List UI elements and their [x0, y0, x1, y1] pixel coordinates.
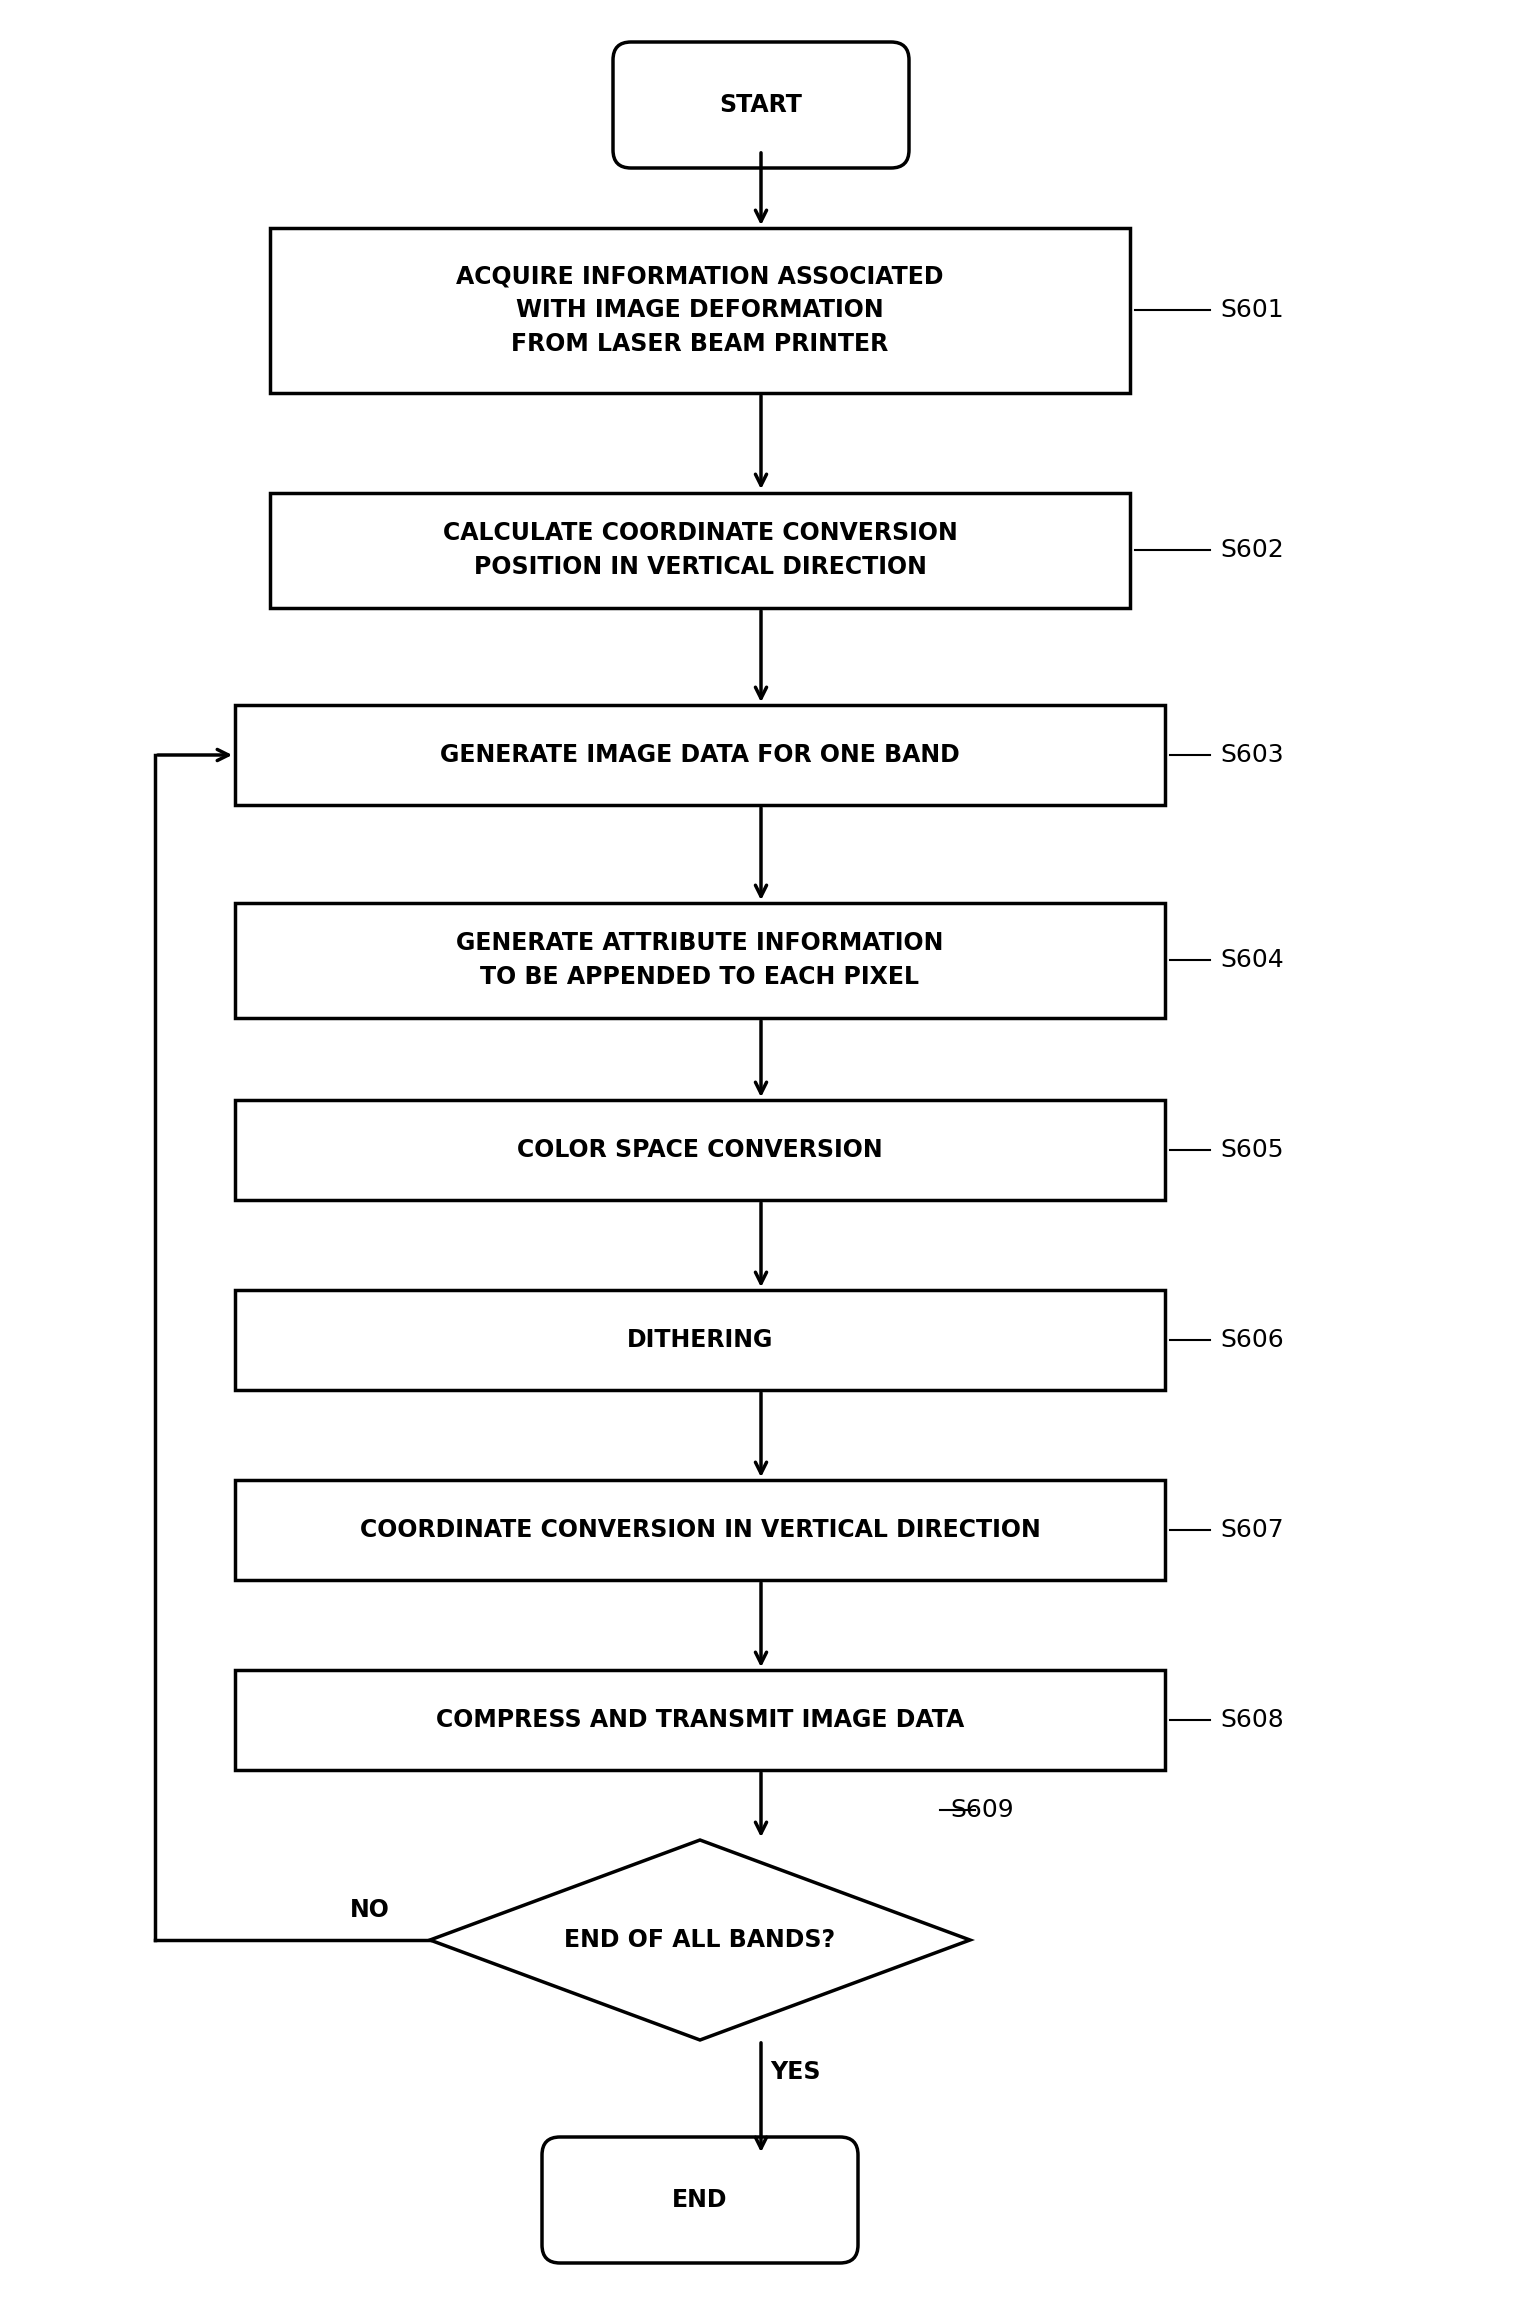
Text: S603: S603 [1220, 744, 1284, 767]
Text: S606: S606 [1220, 1329, 1284, 1352]
Text: S602: S602 [1220, 539, 1284, 562]
Bar [270, 493, 1130, 608]
FancyBboxPatch shape [542, 2137, 857, 2264]
Text: END OF ALL BANDS?: END OF ALL BANDS? [565, 1928, 836, 1953]
Text: S601: S601 [1220, 297, 1284, 322]
Text: COORDINATE CONVERSION IN VERTICAL DIRECTION: COORDINATE CONVERSION IN VERTICAL DIRECT… [359, 1518, 1040, 1543]
Text: GENERATE ATTRIBUTE INFORMATION
TO BE APPENDED TO EACH PIXEL: GENERATE ATTRIBUTE INFORMATION TO BE APP… [457, 930, 944, 988]
Text: YES: YES [771, 2059, 821, 2084]
Text: CALCULATE COORDINATE CONVERSION
POSITION IN VERTICAL DIRECTION: CALCULATE COORDINATE CONVERSION POSITION… [443, 520, 958, 578]
Text: START: START [719, 92, 803, 117]
Text: S605: S605 [1220, 1138, 1284, 1163]
Text: DITHERING: DITHERING [627, 1329, 774, 1352]
Bar [235, 903, 1165, 1018]
Text: END: END [672, 2188, 728, 2211]
Polygon shape [429, 1840, 970, 2040]
Bar [235, 1290, 1165, 1391]
Text: COLOR SPACE CONVERSION: COLOR SPACE CONVERSION [518, 1138, 883, 1163]
Text: S607: S607 [1220, 1518, 1284, 1543]
FancyBboxPatch shape [612, 41, 909, 168]
Text: S608: S608 [1220, 1709, 1284, 1732]
Bar [235, 1670, 1165, 1771]
Text: S604: S604 [1220, 949, 1284, 972]
Text: GENERATE IMAGE DATA FOR ONE BAND: GENERATE IMAGE DATA FOR ONE BAND [440, 744, 959, 767]
Bar [235, 705, 1165, 806]
Text: NO: NO [350, 1898, 390, 1923]
Bar [270, 228, 1130, 392]
Bar [235, 1481, 1165, 1580]
Text: COMPRESS AND TRANSMIT IMAGE DATA: COMPRESS AND TRANSMIT IMAGE DATA [436, 1709, 964, 1732]
Bar [235, 1101, 1165, 1200]
Text: ACQUIRE INFORMATION ASSOCIATED
WITH IMAGE DEFORMATION
FROM LASER BEAM PRINTER: ACQUIRE INFORMATION ASSOCIATED WITH IMAG… [457, 265, 944, 355]
Text: S609: S609 [950, 1799, 1014, 1822]
